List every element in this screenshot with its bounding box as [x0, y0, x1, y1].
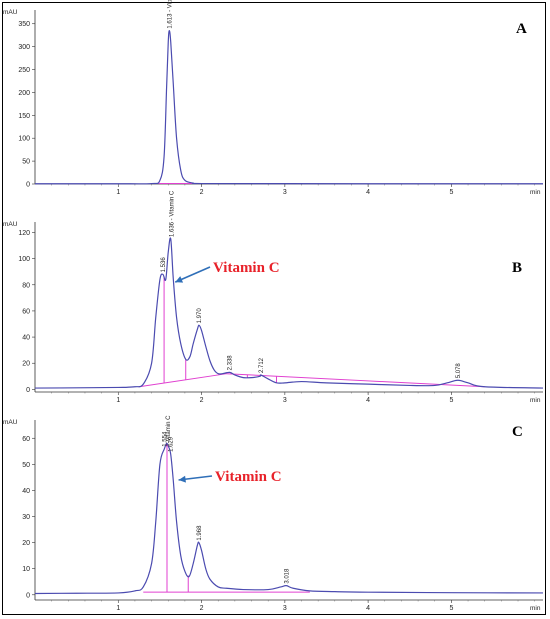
y-tick-label: 100 — [18, 256, 30, 263]
y-tick-label: 20 — [22, 540, 30, 547]
y-tick-label: 60 — [22, 436, 30, 443]
peak-label: 2.338 — [228, 355, 234, 371]
y-tick-label: 60 — [22, 308, 30, 315]
y-tick-label: 350 — [18, 21, 30, 28]
peak-label: 1.629 — [169, 436, 175, 452]
vitamin-c-callout: Vitamin C — [213, 260, 280, 276]
chromatogram-trace — [34, 30, 544, 185]
callout-arrow-head — [175, 276, 184, 283]
y-tick-label: 50 — [22, 462, 30, 469]
peak-label: 2.712 — [259, 357, 265, 373]
x-tick-label: 1 — [116, 397, 120, 404]
x-axis-unit: min — [530, 189, 541, 196]
x-tick-label: 2 — [200, 189, 204, 196]
y-tick-label: 250 — [18, 67, 30, 74]
y-tick-label: 0 — [26, 182, 30, 189]
peak-label: 1.970 — [197, 308, 203, 324]
y-tick-label: 20 — [22, 361, 30, 368]
y-tick-label: 80 — [22, 282, 30, 289]
x-tick-label: 1 — [116, 189, 120, 196]
peak-label: 1.613 - Vitamin C — [167, 0, 173, 29]
y-tick-label: 0 — [26, 387, 30, 394]
x-axis-unit: min — [530, 397, 541, 404]
figure-frame — [2, 2, 546, 615]
panel-letter: B — [512, 260, 522, 276]
chart-panel-b: mAU min 0 20 40 60 80 100 120 1 2 3 4 5 1.536 1.636 - V… — [3, 190, 544, 404]
y-axis-unit: mAU — [3, 419, 18, 426]
peak-label: 3.018 — [284, 568, 290, 584]
chromatogram-trace — [34, 237, 544, 389]
y-tick-label: 120 — [18, 230, 30, 237]
x-tick-label: 2 — [200, 605, 204, 612]
peak-label: 1.968 — [197, 525, 203, 541]
chromatogram-trace — [34, 442, 544, 595]
y-tick-label: 100 — [18, 136, 30, 143]
integration-baseline — [139, 373, 485, 388]
vitamin-c-callout: Vitamin C — [215, 469, 282, 485]
y-tick-label: 150 — [18, 113, 30, 120]
panel-letter: A — [516, 21, 527, 37]
y-tick-label: 40 — [22, 335, 30, 342]
panel-letter: C — [512, 424, 523, 440]
x-tick-label: 2 — [200, 397, 204, 404]
callout-arrow-head — [178, 475, 186, 483]
y-tick-label: 300 — [18, 44, 30, 51]
x-axis-unit: min — [530, 605, 541, 612]
y-tick-label: 0 — [26, 592, 30, 599]
x-tick-label: 3 — [283, 605, 287, 612]
y-tick-label: 40 — [22, 488, 30, 495]
y-tick-label: 50 — [22, 159, 30, 166]
y-tick-label: 10 — [22, 566, 30, 573]
peak-label: 1.554 — [162, 431, 168, 447]
x-tick-label: 5 — [449, 397, 453, 404]
x-tick-label: 3 — [283, 189, 287, 196]
x-tick-label: 4 — [366, 189, 370, 196]
x-tick-label: 1 — [116, 605, 120, 612]
y-axis-unit: mAU — [3, 221, 18, 228]
x-tick-label: 4 — [366, 605, 370, 612]
peak-label: 1.536 — [161, 257, 167, 273]
peak-label: Vitamin C — [166, 415, 172, 442]
x-tick-label: 5 — [449, 605, 453, 612]
y-axis-unit: mAU — [3, 9, 18, 16]
x-tick-label: 5 — [449, 189, 453, 196]
y-tick-label: 200 — [18, 90, 30, 97]
x-tick-label: 4 — [366, 397, 370, 404]
y-tick-label: 30 — [22, 514, 30, 521]
peak-label: 5.078 — [456, 363, 462, 379]
x-tick-label: 3 — [283, 397, 287, 404]
chart-panel-a: mAU min 0 50 100 150 200 250 300 350 1 2 3 4 5 1.613 - … — [3, 0, 544, 196]
peak-label: 1.636 - Vitamin C — [170, 190, 176, 237]
